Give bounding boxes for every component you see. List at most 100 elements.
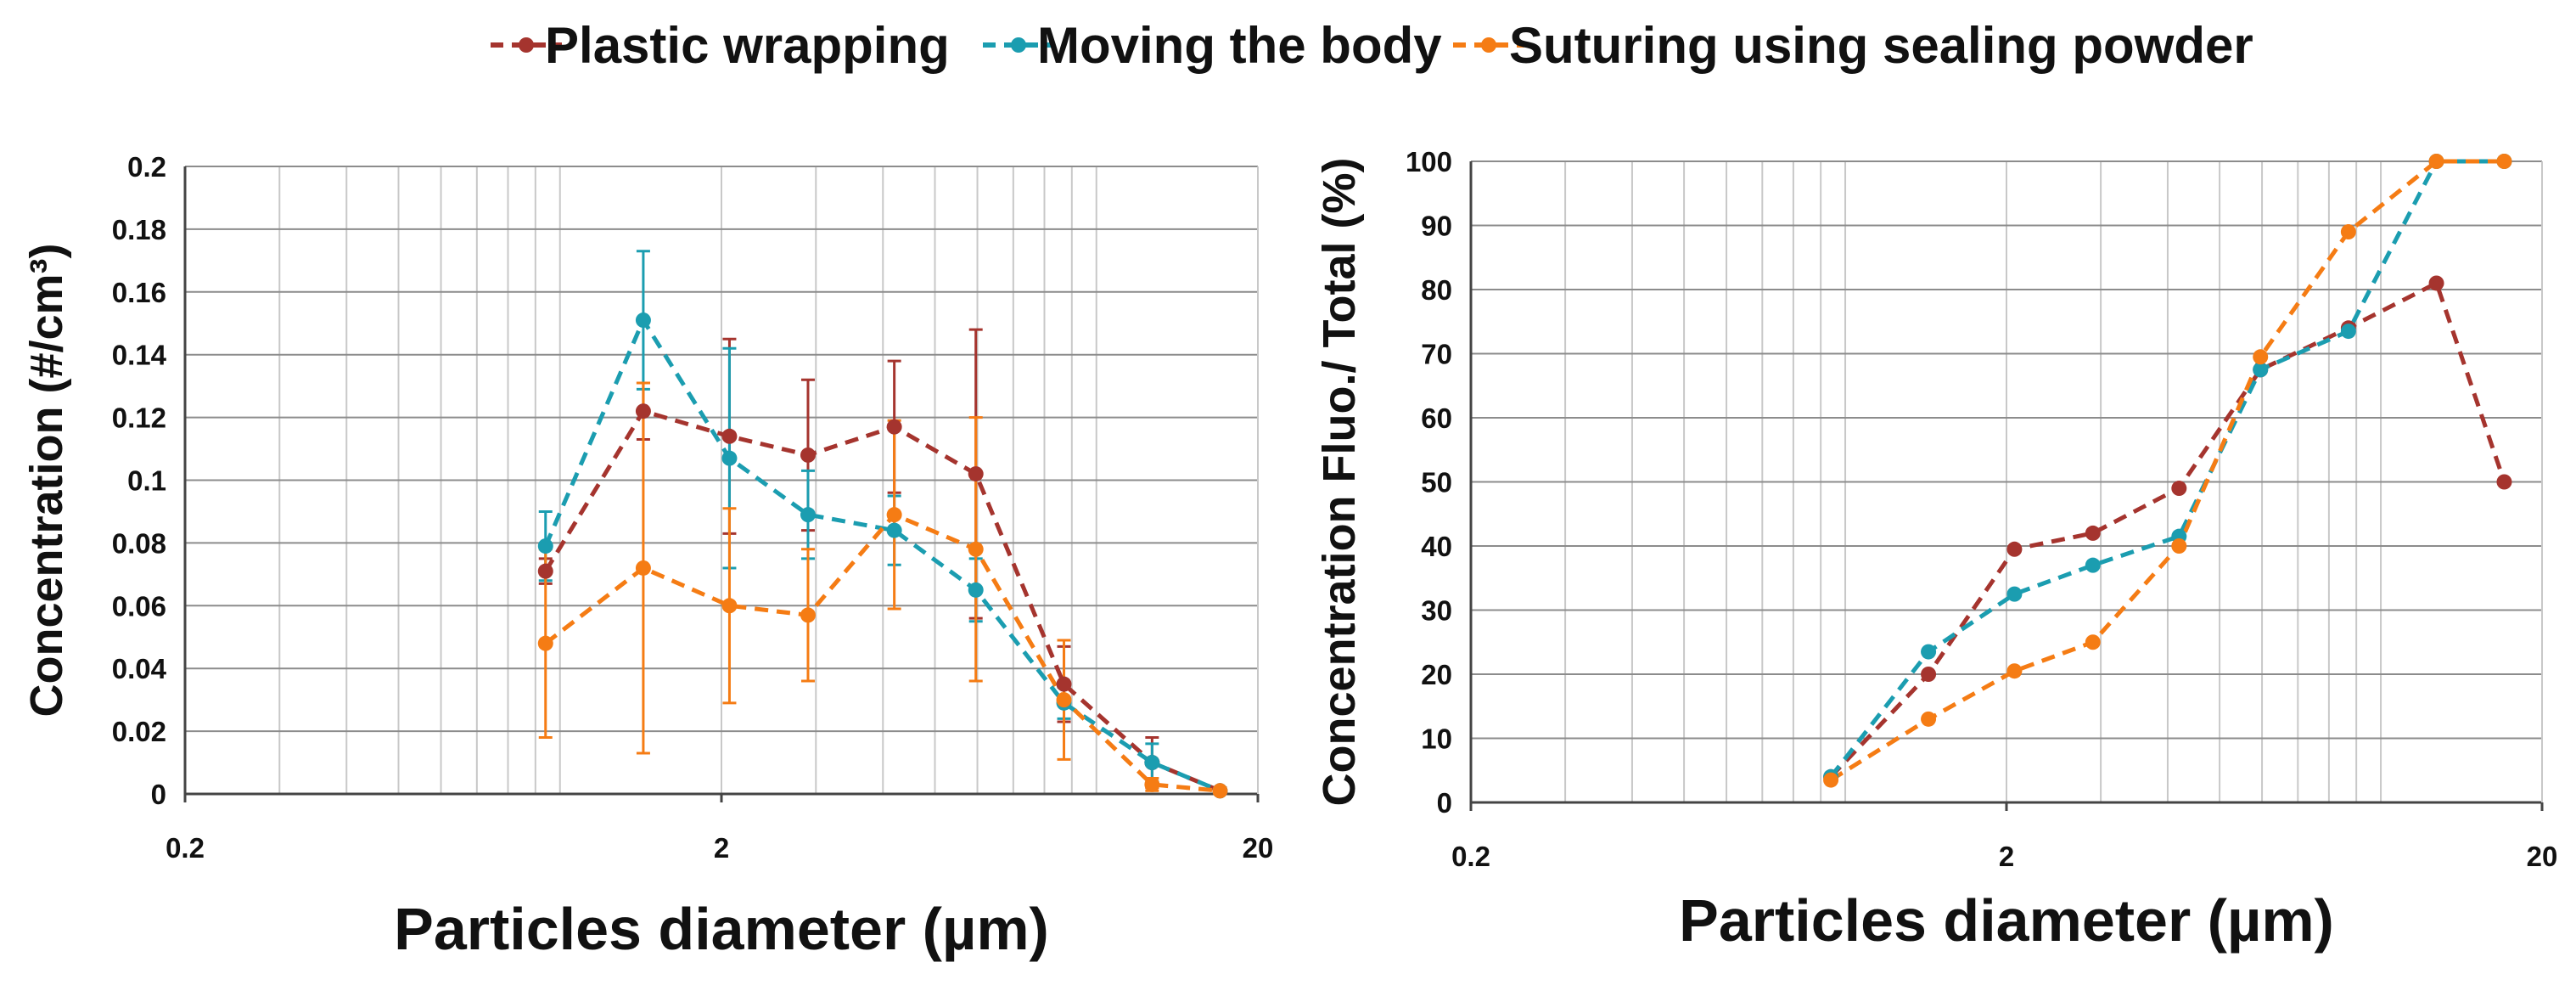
left-y-tick-label: 0.06 bbox=[112, 590, 166, 622]
right-y-tick-label: 20 bbox=[1421, 659, 1452, 690]
left-point-moving-the-body bbox=[968, 582, 984, 598]
left-point-plastic-wrapping bbox=[635, 403, 651, 419]
right-y-tick-label: 90 bbox=[1421, 211, 1452, 242]
left-point-moving-the-body bbox=[635, 312, 651, 329]
left-point-suturing-using-sealing-powder bbox=[968, 541, 984, 557]
right-point-suturing-using-sealing-powder bbox=[2340, 224, 2356, 240]
right-gridlines bbox=[1470, 160, 2543, 803]
left-y-tick-label: 0 bbox=[151, 779, 166, 810]
right-point-plastic-wrapping bbox=[2428, 275, 2444, 291]
left-point-suturing-using-sealing-powder bbox=[800, 607, 816, 623]
right-x-tick-label: 2 bbox=[1999, 841, 2014, 872]
left-x-axis-label: Particles diameter (µm) bbox=[394, 896, 1049, 962]
right-point-suturing-using-sealing-powder bbox=[1823, 772, 1839, 788]
left-y-tick-label: 0.14 bbox=[112, 340, 167, 371]
legend-item-plastic-wrapping: Plastic wrapping bbox=[491, 17, 950, 74]
left-axes bbox=[183, 166, 1260, 802]
right-y-tick-label: 0 bbox=[1437, 787, 1452, 819]
right-point-moving-the-body bbox=[2253, 362, 2269, 378]
left-y-tick-label: 0.02 bbox=[112, 716, 166, 747]
left-y-tick-label: 0.16 bbox=[112, 277, 166, 308]
right-point-moving-the-body bbox=[1921, 644, 1937, 660]
left-point-suturing-using-sealing-powder bbox=[886, 507, 902, 523]
right-x-tick-label: 0.2 bbox=[1451, 841, 1490, 872]
left-point-suturing-using-sealing-powder bbox=[537, 635, 553, 651]
right-point-suturing-using-sealing-powder bbox=[2496, 154, 2512, 169]
right-y-tick-label: 50 bbox=[1421, 467, 1452, 498]
right-x-tick-labels: 0.2 2 20 bbox=[1451, 841, 2557, 872]
right-y-tick-label: 80 bbox=[1421, 274, 1452, 306]
left-x-tick-label: 0.2 bbox=[166, 832, 205, 864]
left-x-tick-label: 2 bbox=[714, 832, 729, 864]
right-point-suturing-using-sealing-powder bbox=[2253, 349, 2269, 365]
right-x-tick-label: 20 bbox=[2527, 841, 2558, 872]
right-series-line-moving-the-body bbox=[1829, 159, 2505, 779]
right-point-plastic-wrapping bbox=[2006, 541, 2023, 557]
left-x-tick-label: 20 bbox=[1243, 832, 1274, 864]
left-y-tick-label: 0.08 bbox=[112, 527, 166, 559]
left-point-moving-the-body bbox=[537, 538, 553, 554]
legend-label-plastic-wrapping: Plastic wrapping bbox=[545, 17, 950, 74]
left-point-suturing-using-sealing-powder bbox=[1144, 776, 1160, 792]
left-point-moving-the-body bbox=[800, 507, 816, 523]
left-y-axis-label: Concentration (#/cm³) bbox=[21, 243, 72, 717]
left-y-tick-label: 0.18 bbox=[112, 214, 166, 245]
right-point-plastic-wrapping bbox=[2171, 481, 2187, 497]
right-y-tick-label: 40 bbox=[1421, 531, 1452, 562]
right-y-axis-label: Concentration Fluo./ Total (%) bbox=[1314, 158, 1365, 807]
left-data-points bbox=[537, 312, 1228, 799]
legend-marker-suturing bbox=[1481, 37, 1496, 53]
left-point-plastic-wrapping bbox=[800, 447, 816, 463]
left-point-moving-the-body bbox=[886, 522, 902, 538]
left-point-suturing-using-sealing-powder bbox=[1212, 783, 1228, 799]
left-point-moving-the-body bbox=[721, 450, 738, 466]
right-point-moving-the-body bbox=[2006, 586, 2023, 602]
left-point-suturing-using-sealing-powder bbox=[635, 560, 651, 576]
left-point-suturing-using-sealing-powder bbox=[721, 598, 738, 614]
right-point-plastic-wrapping bbox=[2085, 525, 2101, 541]
left-series-line-moving-the-body bbox=[543, 315, 1221, 793]
chart-right-fluo-ratio: 0 10 20 30 40 50 60 70 80 90 100 0.2 2 20 Particles … bbox=[1314, 146, 2557, 954]
legend-marker-moving-the-body bbox=[1011, 37, 1026, 53]
right-point-suturing-using-sealing-powder bbox=[1921, 711, 1937, 727]
left-gridlines bbox=[184, 166, 1259, 795]
right-point-moving-the-body bbox=[2340, 324, 2356, 340]
right-point-suturing-using-sealing-powder bbox=[2085, 634, 2101, 650]
right-point-moving-the-body bbox=[2085, 557, 2101, 573]
legend-item-moving-the-body: Moving the body bbox=[983, 17, 1442, 74]
legend-label-suturing: Suturing using sealing powder bbox=[1509, 17, 2253, 74]
left-y-tick-labels: 0 0.02 0.04 0.06 0.08 0.1 0.12 0.14 0.16 0.18 0.2 bbox=[112, 151, 167, 810]
legend-item-suturing: Suturing using sealing powder bbox=[1453, 17, 2253, 74]
left-point-plastic-wrapping bbox=[1056, 676, 1072, 692]
right-point-plastic-wrapping bbox=[2496, 474, 2512, 490]
chart-left-concentration: 0 0.02 0.04 0.06 0.08 0.1 0.12 0.14 0.16 0.18 0.2 … bbox=[21, 151, 1273, 962]
left-point-suturing-using-sealing-powder bbox=[1056, 692, 1072, 708]
right-point-plastic-wrapping bbox=[1921, 667, 1937, 682]
legend-label-moving-the-body: Moving the body bbox=[1037, 17, 1442, 74]
right-y-tick-label: 10 bbox=[1421, 723, 1452, 755]
left-y-tick-label: 0.1 bbox=[127, 465, 166, 497]
right-y-tick-labels: 0 10 20 30 40 50 60 70 80 90 100 bbox=[1406, 146, 1452, 819]
right-data-points bbox=[1823, 154, 2512, 788]
left-x-tick-labels: 0.2 2 20 bbox=[166, 832, 1273, 864]
right-y-tick-label: 70 bbox=[1421, 339, 1452, 370]
left-point-moving-the-body bbox=[1144, 755, 1160, 771]
left-point-plastic-wrapping bbox=[537, 563, 553, 579]
left-y-tick-label: 0.2 bbox=[127, 151, 166, 183]
legend-marker-plastic-wrapping bbox=[519, 37, 534, 53]
right-y-tick-label: 100 bbox=[1406, 146, 1452, 177]
legend: Plastic wrapping Moving the body Suturin… bbox=[491, 17, 2253, 74]
right-y-tick-label: 30 bbox=[1421, 595, 1452, 627]
left-y-tick-label: 0.04 bbox=[112, 653, 167, 684]
left-point-plastic-wrapping bbox=[968, 466, 984, 482]
right-point-suturing-using-sealing-powder bbox=[2006, 663, 2023, 679]
right-y-tick-label: 60 bbox=[1421, 402, 1452, 434]
right-point-suturing-using-sealing-powder bbox=[2428, 154, 2444, 169]
left-point-plastic-wrapping bbox=[886, 419, 902, 435]
right-point-suturing-using-sealing-powder bbox=[2171, 538, 2187, 554]
left-point-plastic-wrapping bbox=[721, 428, 738, 444]
right-axes bbox=[1469, 161, 2544, 811]
left-y-tick-label: 0.12 bbox=[112, 402, 166, 434]
right-x-axis-label: Particles diameter (µm) bbox=[1679, 887, 2334, 954]
